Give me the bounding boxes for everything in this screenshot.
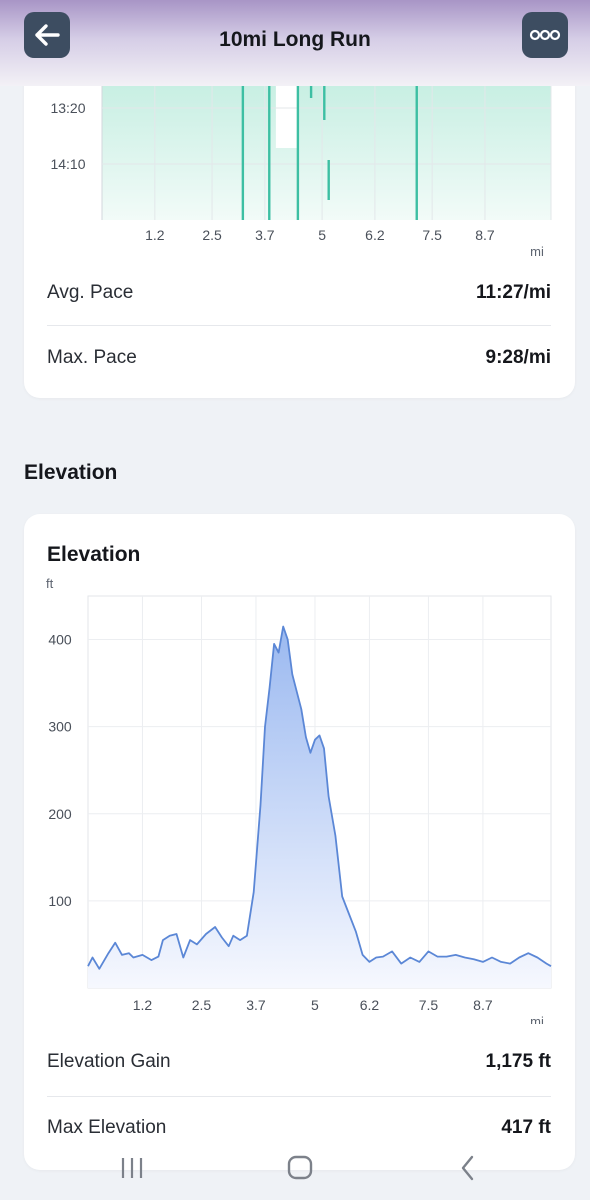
elevation-gain-label: Elevation Gain [47,1051,171,1072]
arrow-left-icon [35,24,60,46]
x-tick-label: 7.5 [422,227,442,243]
x-tick-label: 2.5 [202,227,222,243]
x-tick-label: 5 [311,997,319,1013]
pace-card: 13:20 14:10 1.2 2.5 3.7 5 6.2 7.5 8.7 mi Avg. P… [24,60,575,398]
x-tick-label: 2.5 [192,997,212,1013]
more-horizontal-icon [529,29,561,41]
page-title: 10mi Long Run [219,28,371,51]
avg-pace-value: 11:27/mi [476,282,551,303]
avg-pace-row: Avg. Pace 11:27/mi [47,282,551,312]
y-tick-label: 13:20 [50,100,85,116]
divider [47,1096,551,1097]
max-pace-value: 9:28/mi [485,347,551,368]
max-elevation-row: Max Elevation 417 ft [47,1117,551,1147]
elevation-gain-row: Elevation Gain 1,175 ft [47,1051,551,1081]
x-tick-label: 7.5 [419,997,439,1013]
max-pace-label: Max. Pace [47,347,137,368]
elevation-card-title: Elevation [47,543,141,566]
x-tick-label: 6.2 [365,227,385,243]
x-tick-label: 3.7 [246,997,266,1013]
x-tick-label: 8.7 [475,227,495,243]
max-elevation-label: Max Elevation [47,1117,167,1138]
y-tick-label: 200 [48,806,72,822]
pace-gap [275,86,298,148]
x-tick-label: 8.7 [473,997,493,1013]
elevation-line [87,625,552,970]
avg-pace-label: Avg. Pace [47,282,134,303]
max-elevation-value: 417 ft [501,1117,551,1138]
home-icon[interactable] [284,1148,316,1188]
x-tick-label: 6.2 [360,997,380,1013]
pace-chart: 13:20 14:10 1.2 2.5 3.7 5 6.2 7.5 8.7 mi [50,86,552,259]
x-tick-label: 5 [318,227,326,243]
x-axis-unit: mi [530,244,544,259]
x-tick-label: 1.2 [133,997,153,1013]
elevation-area [88,626,551,988]
elevation-card: Elevation ft 100 200 300 400 1.2 2.5 3.7 5 6.2 7… [24,514,575,1170]
divider [47,325,551,326]
more-options-button[interactable] [522,12,568,58]
y-tick-label: 100 [48,893,72,909]
back-button[interactable] [24,12,70,58]
system-nav-bar [0,1148,590,1188]
top-app-bar: 10mi Long Run [0,0,590,86]
section-heading-elevation: Elevation [24,461,118,484]
y-axis-unit: ft [46,576,54,591]
y-tick-label: 400 [48,632,72,648]
max-pace-row: Max. Pace 9:28/mi [47,347,551,377]
y-tick-label: 14:10 [50,156,85,172]
x-axis-unit: mi [530,1014,544,1024]
elevation-gain-value: 1,175 ft [485,1051,551,1072]
elevation-chart: 100 200 300 400 1.2 2.5 3.7 5 6.2 7.5 8.7 mi [48,595,552,1024]
y-tick-label: 300 [48,719,72,735]
back-chevron-icon[interactable] [454,1148,482,1188]
pace-area [102,86,551,220]
x-tick-label: 3.7 [255,227,275,243]
recent-apps-icon[interactable] [118,1148,146,1188]
x-tick-label: 1.2 [145,227,165,243]
